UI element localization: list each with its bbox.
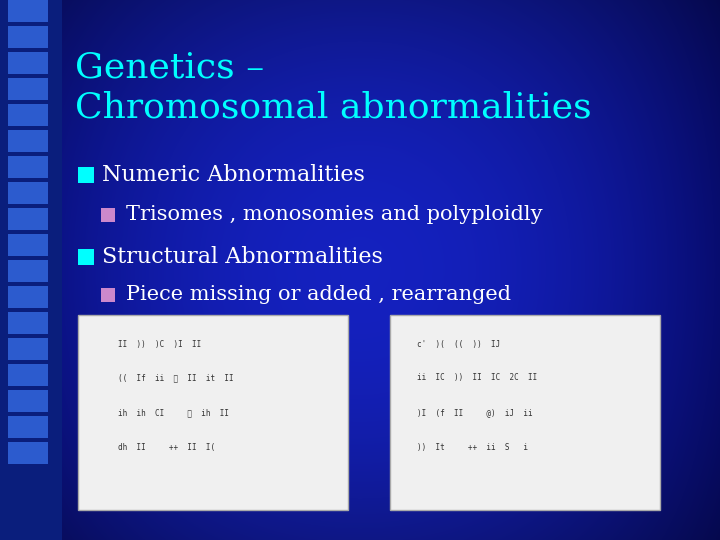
Bar — [78, 167, 94, 183]
Text: ((  If  ii  ℋ  II  it  II: (( If ii ℋ II it II — [119, 373, 234, 382]
Text: )I  (f  II     @)  iJ  ii: )I (f II @) iJ ii — [417, 408, 533, 417]
Bar — [8, 0, 48, 22]
Bar — [8, 390, 48, 412]
Text: Structural Abnormalities: Structural Abnormalities — [102, 246, 383, 268]
Text: ih  ih  CI     ℋ  ih  II: ih ih CI ℋ ih II — [119, 408, 230, 417]
Bar — [8, 364, 48, 386]
Bar — [8, 260, 48, 282]
Bar — [8, 130, 48, 152]
Bar — [8, 442, 48, 464]
Bar — [0, 0, 62, 540]
Bar — [8, 182, 48, 204]
Text: ))  It     ++  ii  S   i: )) It ++ ii S i — [417, 443, 528, 452]
Bar — [8, 416, 48, 438]
Text: Chromosomal abnormalities: Chromosomal abnormalities — [75, 90, 592, 124]
Text: dh  II     ++  II  I(: dh II ++ II I( — [119, 443, 215, 452]
Bar — [8, 104, 48, 126]
Bar — [78, 249, 94, 265]
Text: Genetics –: Genetics – — [75, 50, 264, 84]
Bar — [390, 315, 660, 510]
Bar — [0, 0, 62, 540]
Bar — [8, 78, 48, 100]
Bar — [8, 52, 48, 74]
Bar — [8, 286, 48, 308]
Bar — [8, 234, 48, 256]
Text: c'  )(  ((  ))  IJ: c' )( (( )) IJ — [417, 340, 500, 349]
Text: Trisomes , monosomies and polyploidly: Trisomes , monosomies and polyploidly — [126, 206, 543, 225]
Bar — [8, 26, 48, 48]
Text: Numeric Abnormalities: Numeric Abnormalities — [102, 164, 365, 186]
Bar — [8, 312, 48, 334]
Text: II  ))  )C  )I  II: II )) )C )I II — [119, 340, 202, 349]
Bar — [8, 156, 48, 178]
Bar — [8, 208, 48, 230]
Bar — [78, 315, 348, 510]
Text: ii  IC  ))  II  IC  2C  II: ii IC )) II IC 2C II — [417, 373, 537, 382]
Text: Piece missing or added , rearranged: Piece missing or added , rearranged — [126, 286, 511, 305]
Bar — [8, 338, 48, 360]
